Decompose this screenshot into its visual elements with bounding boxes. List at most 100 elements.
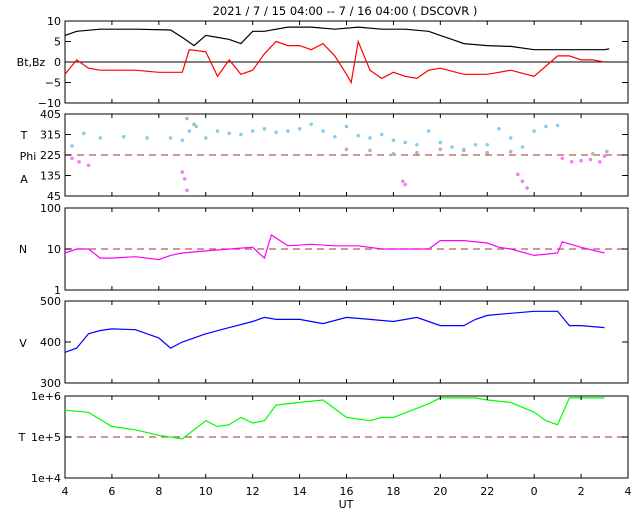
y-tick-label: 1e+4 <box>31 472 61 485</box>
temp_angle-point <box>485 142 490 147</box>
temp_angle-point <box>344 124 349 129</box>
y-axis-label: N <box>19 243 27 256</box>
x-tick-label: 16 <box>340 485 354 498</box>
x-tick-label: 22 <box>480 485 494 498</box>
temp_angle-point <box>98 136 102 140</box>
y-tick-label: 10 <box>47 15 61 28</box>
x-tick-label: 20 <box>433 485 447 498</box>
temp_angle-point <box>379 132 384 137</box>
y-tick-label: 1e+6 <box>31 390 61 403</box>
phi-point <box>182 177 187 181</box>
y-axis-label-t: T <box>20 129 28 142</box>
phi_grey-point <box>461 148 466 153</box>
temp_angle-point <box>356 133 361 138</box>
y-tick-label: 10 <box>47 243 61 256</box>
phi-point <box>569 160 574 164</box>
x-axis-ticks: 4 6 8 10 12 14 16 18 20 22 0 2 4 <box>62 485 632 498</box>
density-series-line <box>64 234 605 261</box>
temp_angle-point <box>145 136 149 140</box>
temp_angle-point <box>239 132 243 137</box>
phi_grey-point <box>192 122 196 127</box>
temp_angle-point <box>544 124 548 129</box>
temp_angle-point <box>321 129 325 133</box>
temp_angle-point <box>438 140 443 145</box>
phi_grey-point <box>185 116 189 121</box>
phi_grey-point <box>508 149 513 154</box>
x-tick-label: 8 <box>155 485 162 498</box>
y-tick-label: 5 <box>54 36 61 49</box>
phi-point <box>185 188 189 193</box>
y-tick-label: 1 <box>54 284 61 297</box>
phi_grey-point <box>368 148 372 153</box>
temp_angle-point <box>497 127 501 131</box>
temp_angle-point <box>168 136 173 140</box>
y-tick-label: 100 <box>40 202 61 215</box>
x-tick-label: 4 <box>625 485 632 498</box>
phi-point <box>403 182 407 187</box>
temp_angle-point <box>532 129 536 133</box>
x-tick-label: 0 <box>531 485 538 498</box>
phi-point <box>602 154 607 158</box>
temp_angle-point <box>450 145 454 149</box>
temp_angle-point <box>70 144 74 148</box>
y-tick-label: 45 <box>47 190 61 203</box>
x-tick-label: 4 <box>62 485 69 498</box>
panel-magnetic-field: 10 5 0 −5 −10 Bt,Bz <box>17 15 629 110</box>
y-tick-label: −10 <box>38 97 61 110</box>
panel-speed: 500 400 300 V <box>19 295 629 390</box>
phi-point <box>515 172 520 177</box>
temp_angle-point <box>274 130 278 135</box>
temp_angle-point <box>286 129 290 133</box>
phi_grey-point <box>438 147 443 152</box>
phi-point <box>598 160 602 164</box>
temp_angle-point <box>403 140 407 145</box>
panel-temperature: 1e+6 1e+5 1e+4 T <box>18 390 629 485</box>
phi_grey-point <box>605 149 609 154</box>
x-tick-label: 18 <box>386 485 400 498</box>
phi_grey-point <box>485 150 490 155</box>
phi-point <box>77 160 81 164</box>
temp_angle-point <box>121 134 126 139</box>
panel-angles: 405 315 225 135 45 T Phi A <box>20 108 629 203</box>
temp_angle-point <box>250 129 255 133</box>
temp_angle-point <box>297 127 302 131</box>
phi-point <box>525 186 529 190</box>
y-tick-label: 0 <box>54 56 61 69</box>
temperature-series-line <box>64 397 605 440</box>
temp_angle-point <box>473 142 478 147</box>
temp_angle-point <box>391 138 396 142</box>
temp_angle-point <box>520 145 525 149</box>
x-tick-label: 12 <box>246 485 260 498</box>
y-tick-label: 500 <box>40 295 61 308</box>
y-axis-label: T <box>18 431 26 444</box>
temp_angle-point <box>415 142 419 147</box>
temp_angle-point <box>81 131 86 136</box>
temp_angle-point <box>194 124 199 129</box>
phi_grey-point <box>591 152 595 156</box>
y-tick-label: 315 <box>40 129 61 142</box>
x-tick-label: 10 <box>199 485 213 498</box>
phi-point <box>588 157 593 162</box>
y-tick-label: 405 <box>40 108 61 121</box>
bt-series-line <box>64 26 610 51</box>
y-axis-label: V <box>19 337 27 350</box>
temp_angle-point <box>368 136 372 140</box>
phi_grey-point <box>344 147 349 152</box>
bz-series-line <box>64 39 605 85</box>
phi-point <box>520 179 525 183</box>
plot-title: 2021 / 7 / 15 04:00 -- 7 / 16 04:00 ( DS… <box>213 4 478 18</box>
speed-series-line <box>64 310 605 353</box>
y-tick-label: 1e+5 <box>31 431 61 444</box>
y-axis-label-phi: Phi <box>20 150 37 163</box>
y-tick-label: 135 <box>40 170 61 183</box>
y-axis-label: Bt,Bz <box>17 56 46 69</box>
y-axis-label-a: A <box>20 173 28 186</box>
temp_angle-point <box>555 123 560 128</box>
y-tick-label: 225 <box>40 149 61 162</box>
phi-point <box>70 156 74 161</box>
temp_angle-point <box>332 134 337 139</box>
temp_angle-point <box>215 129 220 133</box>
x-tick-label: 14 <box>293 485 307 498</box>
x-tick-label: 6 <box>108 485 115 498</box>
panel-density: 100 10 1 N <box>19 202 629 297</box>
